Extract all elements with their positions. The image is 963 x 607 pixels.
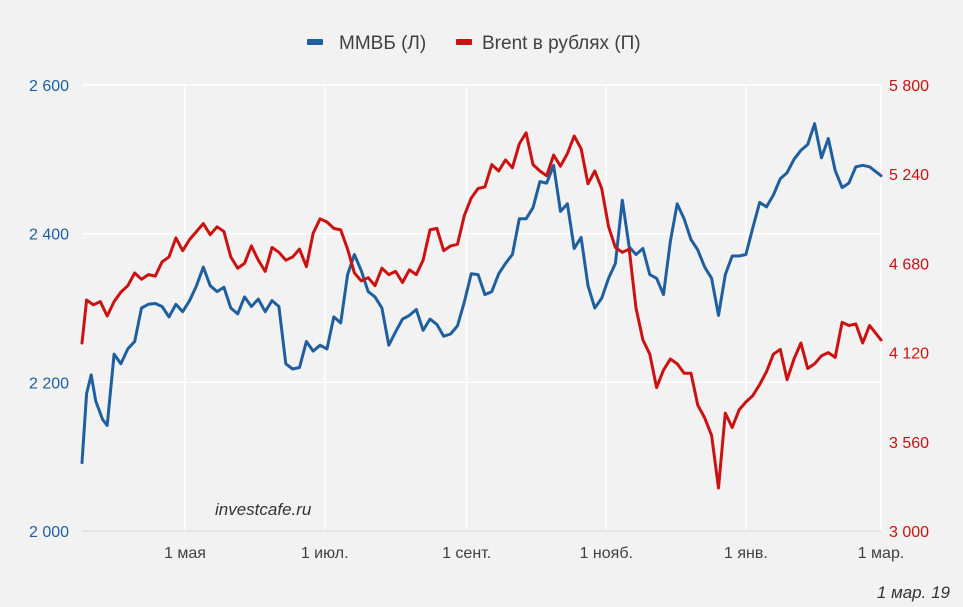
series-lines (80, 122, 883, 490)
y-right-tick-label: 4 120 (889, 346, 929, 363)
y-left-tick-label: 2 400 (29, 227, 69, 244)
x-tick-label: 1 мая (164, 545, 206, 562)
y-right-axis: 3 000 3 560 4 120 4 680 5 240 5 800 (889, 78, 929, 541)
y-right-tick-label: 3 000 (889, 524, 929, 541)
date-stamp: 1 мар. 19 (877, 583, 951, 602)
x-tick-label: 1 мар. (858, 545, 905, 562)
legend-label: Brent в рублях (П) (482, 33, 641, 54)
x-axis: 1 мая 1 июл. 1 сент. 1 нояб. 1 янв. 1 мар. (164, 545, 904, 562)
y-right-tick-label: 4 680 (889, 256, 929, 273)
y-left-tick-label: 2 600 (29, 78, 69, 95)
x-tick-label: 1 сент. (442, 545, 491, 562)
legend-marker (307, 39, 323, 45)
legend-label: ММВБ (Л) (339, 33, 426, 54)
x-tick-label: 1 янв. (724, 545, 768, 562)
y-left-tick-label: 2 200 (29, 375, 69, 392)
legend-marker (456, 39, 472, 45)
legend: ММВБ (Л) Brent в рублях (П) (307, 33, 641, 54)
y-left-tick-label: 2 000 (29, 524, 69, 541)
series-line-brent-rub (80, 131, 883, 490)
y-left-axis: 2 000 2 200 2 400 2 600 (29, 78, 69, 541)
x-tick-label: 1 июл. (301, 545, 349, 562)
watermark-text: investcafe.ru (215, 500, 312, 519)
y-right-tick-label: 5 240 (889, 167, 929, 184)
y-right-tick-label: 3 560 (889, 435, 929, 452)
x-tick-label: 1 нояб. (580, 545, 633, 562)
series-line-mmvb (80, 122, 883, 465)
grid (82, 84, 882, 532)
y-right-tick-label: 5 800 (889, 78, 929, 95)
